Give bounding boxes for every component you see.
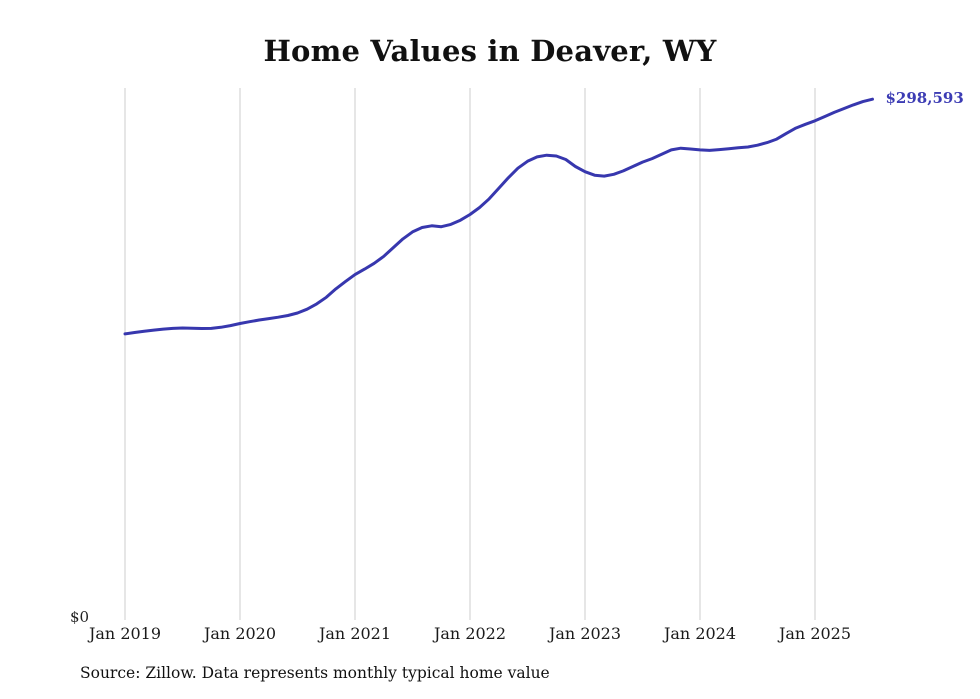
- chart-title: Home Values in Deaver, WY: [263, 34, 717, 68]
- x-tick-label: Jan 2023: [548, 624, 622, 643]
- x-tick-label: Jan 2020: [203, 624, 277, 643]
- x-tick-label: Jan 2022: [433, 624, 507, 643]
- latest-value-label: $298,593: [885, 89, 964, 108]
- x-tick-label: Jan 2025: [778, 624, 852, 643]
- x-tick-label: Jan 2024: [663, 624, 737, 643]
- home-value-line: [123, 97, 874, 336]
- x-tick-label: Jan 2019: [88, 624, 162, 643]
- source-note: Source: Zillow. Data represents monthly …: [80, 664, 550, 682]
- x-tick-label: Jan 2021: [318, 624, 392, 643]
- y-axis-zero-label: $0: [70, 608, 90, 626]
- vertical-gridlines: [124, 88, 816, 620]
